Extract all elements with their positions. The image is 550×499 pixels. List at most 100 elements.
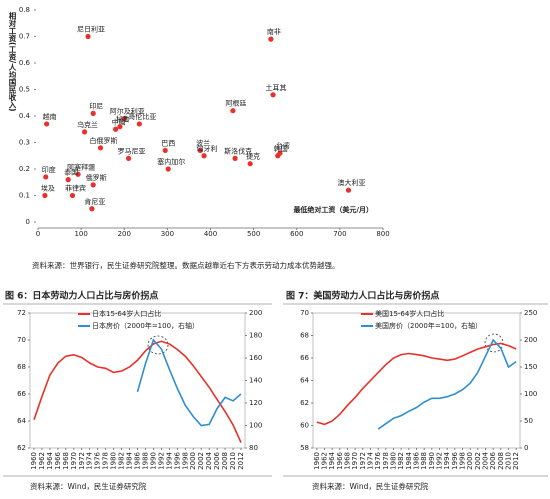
point-label: 菲律宾 bbox=[65, 184, 86, 193]
x-tick-label: 1996 bbox=[451, 451, 459, 469]
point-label: 印度 bbox=[42, 165, 56, 174]
x-tick-label: 500 bbox=[247, 230, 260, 238]
x-tick-label: 1996 bbox=[173, 451, 181, 469]
y-tick-label: 70 bbox=[300, 309, 309, 317]
x-tick-label: 2006 bbox=[213, 451, 221, 469]
x-tick-label: 2008 bbox=[221, 452, 229, 470]
chart-title: 图 6：日本劳动力人口占比与房价拐点 bbox=[5, 290, 158, 302]
y-tick-label: 60 bbox=[300, 422, 309, 430]
x-tick-label: 1978 bbox=[102, 452, 110, 470]
point bbox=[65, 177, 71, 183]
point bbox=[165, 166, 171, 172]
point bbox=[69, 192, 76, 199]
x-tick-label: 1984 bbox=[405, 451, 413, 469]
x-tick-label: 2000 bbox=[466, 452, 474, 470]
y2-tick-label: 180 bbox=[249, 332, 262, 340]
point-label: 台湾 bbox=[276, 141, 290, 150]
x-tick-label: 1960 bbox=[313, 452, 321, 470]
x-tick-label: 2002 bbox=[197, 452, 205, 470]
point bbox=[136, 121, 142, 127]
y2-tick-label: 160 bbox=[249, 354, 262, 362]
y2-tick-label: 120 bbox=[249, 399, 262, 407]
point bbox=[89, 206, 95, 212]
point-label: 塞内加尔 bbox=[157, 157, 185, 166]
point-label: 印尼 bbox=[89, 102, 103, 110]
point bbox=[247, 161, 253, 167]
x-tick-label: 2006 bbox=[489, 451, 497, 469]
point-label: 俄罗斯 bbox=[86, 173, 107, 182]
x-tick-label: 1972 bbox=[359, 452, 367, 470]
point bbox=[85, 33, 91, 40]
x-tick-label: 1984 bbox=[126, 451, 134, 469]
point bbox=[43, 174, 49, 180]
point bbox=[345, 187, 352, 193]
x-tick-label: 1980 bbox=[390, 452, 398, 470]
y2-tick-label: 0 bbox=[524, 444, 528, 452]
line bbox=[33, 340, 242, 443]
y2-tick-label: 80 bbox=[249, 444, 258, 452]
note: 资料来源：世界银行，民生证券研究院整理。数据点越靠近右下方表示劳动力成本优势越强… bbox=[32, 260, 340, 270]
y-tick-label: 72 bbox=[17, 309, 26, 317]
x-tick-label: 1978 bbox=[382, 452, 390, 470]
x-tick-label: 2008 bbox=[497, 452, 505, 470]
point bbox=[270, 92, 276, 98]
x-tick-label: 1974 bbox=[367, 451, 375, 469]
peak-circle bbox=[484, 333, 504, 353]
y-tick-label: 62 bbox=[300, 399, 309, 407]
point bbox=[232, 155, 238, 161]
y-tick-label: 0.5 bbox=[19, 86, 30, 94]
point bbox=[162, 147, 168, 154]
point bbox=[121, 116, 127, 122]
y-tick-label: 68 bbox=[17, 363, 26, 371]
point bbox=[201, 153, 207, 159]
x-tick-label: 100 bbox=[74, 230, 87, 238]
y2-tick-label: 200 bbox=[524, 336, 537, 344]
point-label: 尼日利亚 bbox=[77, 25, 105, 34]
x-tick-label: 2000 bbox=[189, 452, 197, 470]
point bbox=[117, 124, 123, 130]
point-label: 乌克兰 bbox=[77, 120, 98, 129]
y2-tick-label: 250 bbox=[524, 309, 537, 317]
y2-tick-label: 50 bbox=[524, 417, 533, 425]
y-tick-label: 64 bbox=[300, 377, 309, 385]
x-tick-label: 1982 bbox=[397, 452, 405, 470]
x-tick-label: 2012 bbox=[512, 452, 520, 470]
source: 资料来源：Wind，民生证券研究院 bbox=[30, 481, 147, 491]
y-tick-label: 66 bbox=[17, 390, 26, 398]
y-tick-label: 0.7 bbox=[19, 33, 30, 41]
y2-tick-label: 140 bbox=[249, 377, 262, 385]
point-label: 肯尼亚 bbox=[84, 197, 105, 206]
y-tick-label: 0.3 bbox=[19, 139, 30, 147]
point bbox=[81, 129, 88, 135]
x-tick-label: 300 bbox=[161, 230, 174, 238]
point bbox=[97, 145, 104, 151]
x-tick-label: 1966 bbox=[54, 451, 62, 469]
x-tick-label: 1992 bbox=[157, 452, 165, 470]
line bbox=[316, 342, 517, 426]
y2-tick-label: 150 bbox=[524, 363, 537, 371]
chart-title: 图 7：美国劳动力人口占比与房价拐点 bbox=[286, 290, 439, 302]
point bbox=[42, 192, 48, 199]
x-tick-label: 1962 bbox=[38, 452, 46, 470]
peak-circle bbox=[147, 335, 169, 355]
point-label: 巴西 bbox=[161, 139, 175, 147]
legend-label: 日本房价（2000年=100，右轴） bbox=[92, 321, 199, 330]
point-label: 越南 bbox=[43, 112, 57, 121]
point bbox=[75, 171, 81, 177]
point-label: 阿根廷 bbox=[225, 99, 246, 108]
y-tick-label: 70 bbox=[17, 336, 26, 344]
y-tick-label: 0 bbox=[26, 218, 30, 226]
source: 资料来源：Wind，民生证券研究院 bbox=[312, 481, 429, 491]
x-tick-label: 2010 bbox=[229, 452, 237, 470]
x-tick-label: 200 bbox=[118, 230, 131, 238]
x-tick-label: 1982 bbox=[118, 452, 126, 470]
legend-label: 美国15-64岁人口占比 bbox=[375, 309, 444, 318]
x-tick-label: 2012 bbox=[237, 452, 245, 470]
point-label: 中国 bbox=[112, 117, 126, 126]
x-tick-label: 1976 bbox=[374, 451, 382, 469]
y-tick-label: 0.4 bbox=[19, 112, 31, 120]
y-tick-label: 68 bbox=[300, 332, 309, 340]
x-tick-label: 1964 bbox=[46, 451, 54, 469]
legend-label: 美国房价（2000年=100，右轴） bbox=[375, 321, 482, 330]
